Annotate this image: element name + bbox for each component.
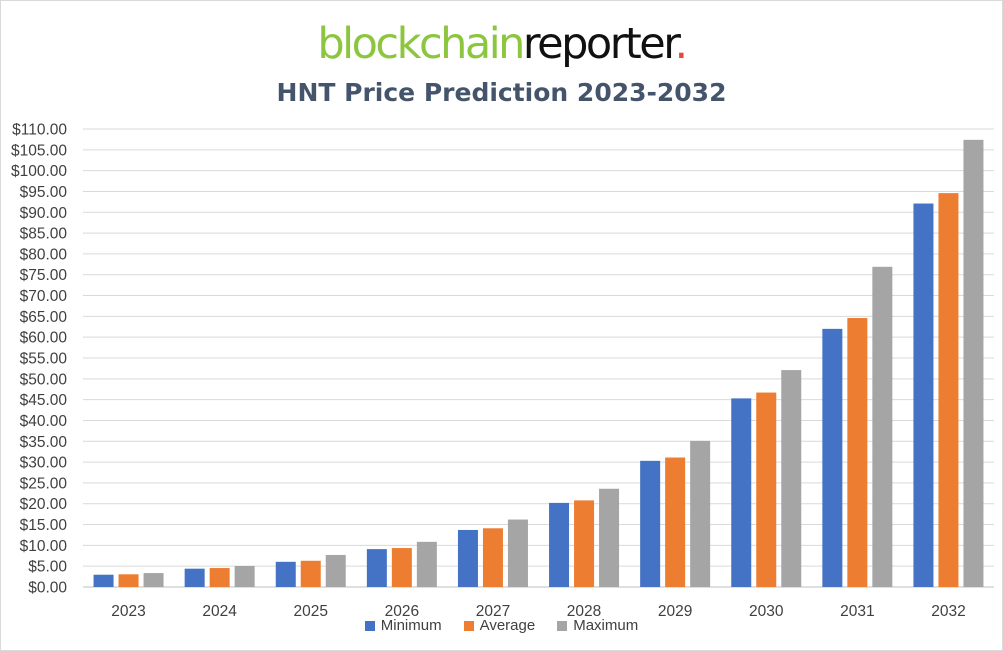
logo-dot: . (674, 19, 688, 69)
chart-title: HNT Price Prediction 2023-2032 (276, 78, 727, 107)
legend-item-minimum: Minimum (364, 617, 442, 634)
bar-average-2029 (665, 457, 686, 587)
y-tick-label: $110.00 (12, 122, 67, 139)
y-tick-label: $40.00 (20, 413, 68, 430)
y-tick-label: $60.00 (20, 330, 68, 347)
y-tick-label: $50.00 (20, 371, 68, 388)
bar-minimum-2026 (366, 549, 387, 587)
bar-average-2024 (209, 568, 230, 587)
y-tick-label: $105.00 (11, 142, 67, 159)
bar-minimum-2027 (457, 529, 478, 587)
bar-maximum-2032 (963, 139, 984, 588)
legend-label: Maximum (573, 617, 639, 634)
y-tick-label: $65.00 (20, 309, 68, 326)
bar-maximum-2028 (599, 488, 620, 587)
bar-minimum-2024 (184, 568, 205, 587)
y-tick-label: $95.00 (20, 184, 68, 201)
bar-average-2027 (482, 528, 503, 587)
bar-minimum-2029 (640, 460, 661, 587)
x-tick-label: 2026 (385, 603, 419, 620)
bar-maximum-2030 (781, 370, 802, 587)
bar-maximum-2025 (325, 554, 346, 587)
bar-maximum-2026 (416, 541, 437, 587)
bar-minimum-2030 (731, 398, 752, 587)
y-tick-label: $15.00 (20, 517, 68, 534)
bar-maximum-2027 (507, 519, 528, 587)
legend-swatch (557, 620, 568, 631)
bar-minimum-2031 (822, 328, 843, 587)
y-tick-label: $55.00 (20, 351, 68, 368)
y-tick-label: $20.00 (20, 496, 68, 513)
bar-minimum-2023 (93, 574, 114, 587)
y-tick-label: $75.00 (20, 267, 68, 284)
bar-maximum-2023 (143, 573, 164, 587)
bar-maximum-2024 (234, 565, 255, 587)
legend-label: Minimum (380, 617, 442, 634)
bar-average-2028 (574, 500, 595, 587)
y-tick-label: $70.00 (20, 288, 68, 305)
legend-item-average: Average (463, 617, 536, 634)
y-tick-label: $100.00 (11, 163, 67, 180)
bar-minimum-2025 (275, 561, 296, 587)
x-tick-label: 2025 (294, 603, 328, 620)
x-tick-label: 2032 (931, 603, 965, 620)
y-tick-label: $45.00 (20, 392, 68, 409)
bar-minimum-2028 (549, 502, 570, 587)
y-tick-label: $90.00 (20, 205, 68, 222)
bar-average-2030 (756, 392, 777, 587)
y-tick-label: $80.00 (20, 246, 68, 263)
bar-maximum-2031 (872, 266, 893, 587)
x-axis: 2023 2024 2025 2026 2027 2028 2029 2030 2031 2032 (111, 603, 965, 620)
x-tick-label: 2029 (658, 603, 692, 620)
y-tick-label: $85.00 (20, 226, 68, 243)
logo-part-reporter: reporter (522, 19, 677, 69)
y-tick-label: $30.00 (20, 455, 68, 472)
y-tick-label: $0.00 (28, 580, 67, 597)
legend-swatch (364, 620, 375, 631)
x-tick-label: 2028 (567, 603, 601, 620)
x-tick-label: 2030 (749, 603, 784, 620)
legend-swatch (463, 620, 474, 631)
x-tick-label: 2031 (840, 603, 874, 620)
x-tick-label: 2023 (111, 603, 145, 620)
bar-minimum-2032 (913, 203, 934, 587)
blockchainreporter-logo: blockchainreporter. (0, 14, 1003, 74)
y-tick-label: $5.00 (28, 559, 67, 576)
y-tick-label: $10.00 (20, 538, 68, 555)
y-tick-label: $25.00 (20, 475, 68, 492)
bar-average-2026 (391, 548, 412, 587)
bar-average-2025 (300, 560, 321, 587)
bar-average-2032 (938, 193, 959, 587)
bar-average-2023 (118, 574, 139, 587)
y-tick-label: $35.00 (20, 434, 68, 451)
legend: Minimum Average Maximum (0, 617, 1003, 634)
bar-average-2031 (847, 318, 868, 587)
y-axis: $0.00 $5.00 $10.00 $15.00 $20.00 $25.00 $30.00… (11, 122, 67, 597)
bar-maximum-2029 (690, 440, 711, 587)
legend-label: Average (479, 617, 536, 634)
legend-item-maximum: Maximum (557, 617, 638, 634)
x-tick-label: 2024 (202, 603, 237, 620)
bars (93, 139, 984, 588)
logo-part-blockchain: blockchain (317, 19, 525, 69)
x-tick-label: 2027 (476, 603, 510, 620)
